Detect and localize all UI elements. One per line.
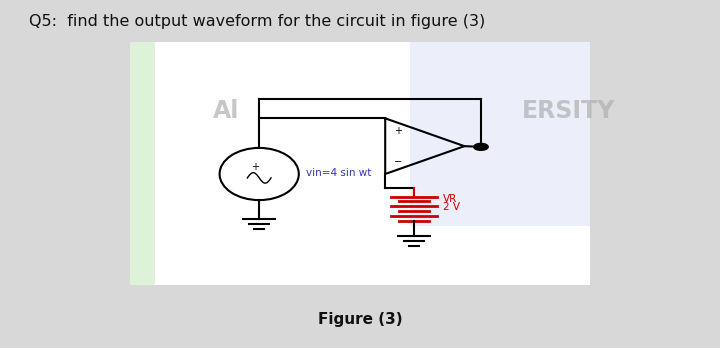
Text: ERSITY: ERSITY xyxy=(522,100,616,123)
Text: vin=4 sin wt: vin=4 sin wt xyxy=(306,168,372,178)
FancyBboxPatch shape xyxy=(410,42,590,226)
Text: Al: Al xyxy=(212,100,239,123)
FancyBboxPatch shape xyxy=(130,42,590,285)
Text: Figure (3): Figure (3) xyxy=(318,312,402,327)
Text: Q5:  find the output waveform for the circuit in figure (3): Q5: find the output waveform for the cir… xyxy=(29,14,485,29)
FancyBboxPatch shape xyxy=(130,42,155,285)
Text: +: + xyxy=(251,163,259,173)
Text: VR: VR xyxy=(443,195,457,204)
Text: +: + xyxy=(394,126,402,136)
Text: −: − xyxy=(394,157,402,167)
Circle shape xyxy=(474,143,488,150)
Text: 2 V: 2 V xyxy=(443,202,460,212)
